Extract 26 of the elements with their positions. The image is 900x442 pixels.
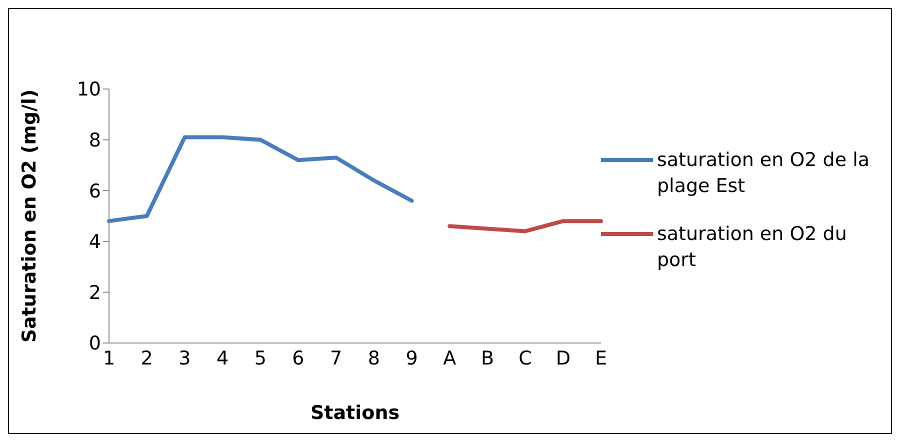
x-tick-label: 1: [102, 347, 116, 370]
x-tick-label: E: [594, 347, 608, 370]
x-axis-title: Stations: [310, 402, 400, 424]
x-tick-label: 2: [140, 347, 153, 370]
x-tick-label: 6: [292, 347, 304, 370]
x-tick-label: A: [443, 347, 456, 370]
line-series: [448, 219, 603, 234]
y-tick-label: 4: [88, 231, 101, 254]
x-tick-label: 7: [330, 347, 342, 370]
x-tick-label: C: [518, 347, 532, 370]
line-series: [107, 135, 414, 224]
y-tick-label: 8: [88, 130, 101, 152]
legend-label: saturation en O2 du port: [657, 222, 848, 273]
y-tick-label: 2: [88, 282, 101, 304]
x-tick-label: 9: [406, 347, 418, 370]
y-tick-label: 6: [88, 180, 101, 202]
x-tick-label: 8: [368, 347, 380, 370]
x-tick-label: B: [480, 347, 494, 370]
x-tick-label: 3: [178, 347, 191, 370]
x-tick-label: D: [556, 347, 570, 370]
x-tick-label: 4: [216, 347, 229, 370]
x-tick-label: 5: [254, 347, 266, 370]
y-tick-label: 0: [88, 332, 101, 355]
y-tick-label: 10: [76, 78, 101, 101]
y-axis-title: Saturation en O2 (mg/l): [18, 89, 41, 343]
legend-label: saturation en O2 de la plage Est: [657, 148, 870, 199]
